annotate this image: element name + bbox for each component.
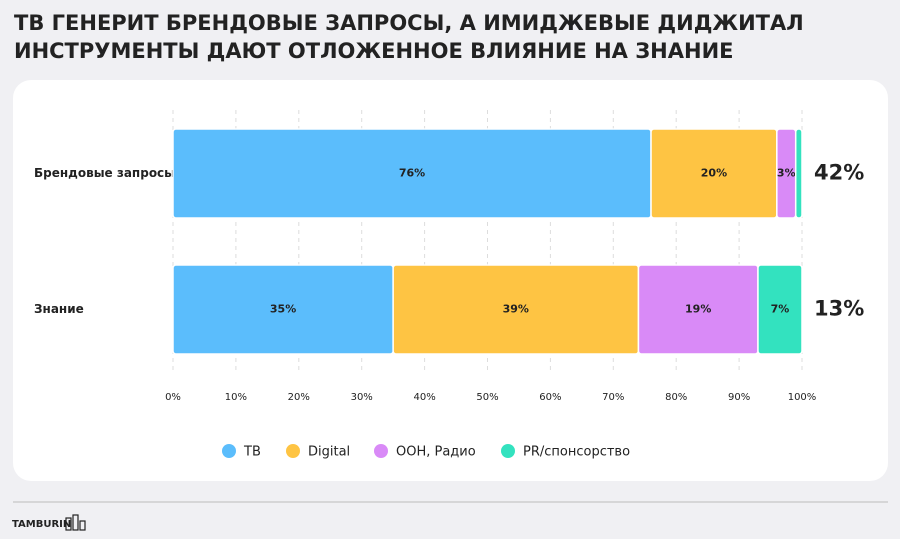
x-tick-label: 0% bbox=[165, 392, 181, 403]
logo-icon bbox=[65, 514, 86, 531]
x-tick-label: 80% bbox=[665, 392, 687, 403]
data-label: 20% bbox=[701, 167, 727, 180]
logo: TAMBURIN bbox=[12, 519, 71, 530]
x-tick-label: 100% bbox=[788, 392, 817, 403]
legend-swatch bbox=[286, 444, 300, 458]
x-tick-label: 70% bbox=[602, 392, 624, 403]
title-line: ТВ ГЕНЕРИТ БРЕНДОВЫЕ ЗАПРОСЫ, А ИМИДЖЕВЫ… bbox=[14, 11, 804, 35]
data-label: 76% bbox=[399, 167, 425, 180]
x-tick-label: 20% bbox=[288, 392, 310, 403]
legend-label: ООН, Радио bbox=[396, 445, 476, 460]
row-total: 42% bbox=[814, 161, 864, 185]
x-tick-label: 90% bbox=[728, 392, 750, 403]
legend-label: PR/спонсорство bbox=[523, 445, 630, 460]
x-tick-label: 50% bbox=[476, 392, 498, 403]
legend-swatch bbox=[222, 444, 236, 458]
y-tick-label: Знание bbox=[34, 302, 84, 316]
y-tick-label: Брендовые запросы bbox=[34, 166, 175, 180]
x-tick-label: 10% bbox=[225, 392, 247, 403]
data-label: 35% bbox=[270, 303, 296, 316]
bar-segment bbox=[794, 128, 803, 219]
x-tick-label: 30% bbox=[351, 392, 373, 403]
data-label: 7% bbox=[771, 303, 790, 316]
row-total: 13% bbox=[814, 297, 864, 321]
legend-label: Digital bbox=[308, 445, 350, 460]
legend-swatch bbox=[374, 444, 388, 458]
legend-label: ТВ bbox=[243, 445, 261, 460]
title-line: ИНСТРУМЕНТЫ ДАЮТ ОТЛОЖЕННОЕ ВЛИЯНИЕ НА З… bbox=[14, 39, 734, 63]
data-label: 3% bbox=[777, 167, 796, 180]
bar-segment bbox=[757, 264, 803, 355]
data-label: 19% bbox=[685, 303, 711, 316]
x-tick-label: 40% bbox=[413, 392, 435, 403]
x-tick-label: 60% bbox=[539, 392, 561, 403]
data-label: 39% bbox=[503, 303, 529, 316]
legend-swatch bbox=[501, 444, 515, 458]
